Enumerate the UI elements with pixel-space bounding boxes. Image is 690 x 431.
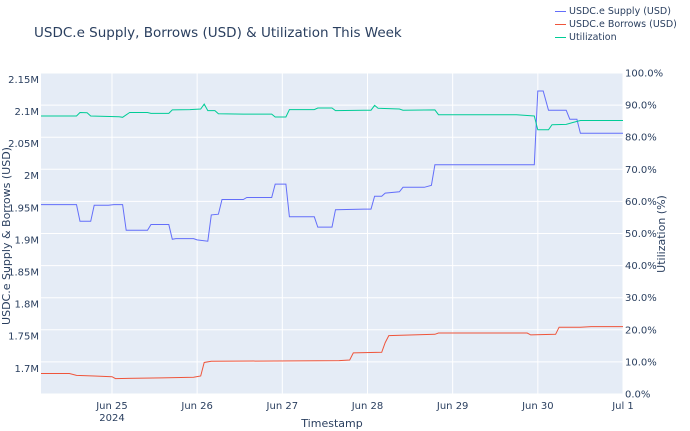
legend-swatch-supply <box>555 11 566 12</box>
y2-tick-label: 40.0% <box>625 261 657 272</box>
y-tick-label: 2.05M <box>8 139 39 150</box>
y-tick-label: 2.1M <box>14 107 39 118</box>
series-lines <box>41 90 623 380</box>
y2-axis-title: Utilization (%) <box>655 195 668 273</box>
x-axis-title: Timestamp <box>300 417 362 430</box>
legend-label-utilization: Utilization <box>569 32 617 43</box>
x-tick-label: Jun 26 <box>180 401 213 412</box>
legend: USDC.e Supply (USD) USDC.e Borrows (USD)… <box>555 5 677 44</box>
legend-item-borrows[interactable]: USDC.e Borrows (USD) <box>555 18 677 31</box>
y-tick-label: 1.85M <box>8 268 39 279</box>
y2-tick-label: 70.0% <box>625 165 657 176</box>
y-tick-label: 1.8M <box>14 300 39 311</box>
legend-label-borrows: USDC.e Borrows (USD) <box>569 19 677 30</box>
y2-tick-label: 0.0% <box>625 390 650 401</box>
y-tick-label: 1.9M <box>14 235 39 246</box>
legend-label-supply: USDC.e Supply (USD) <box>569 6 671 17</box>
x-tick-label: Jun 25 <box>95 401 128 412</box>
y-tick-label: 1.95M <box>8 203 39 214</box>
y-axis-left: 1.7M 1.75M 1.8M 1.85M 1.9M 1.95M 2M 2.05M 2.1M 2.… <box>8 75 39 375</box>
x-tick-label: Jun 28 <box>351 401 384 412</box>
y-tick-label: 1.7M <box>14 364 39 375</box>
y-tick-label: 2M <box>24 171 39 182</box>
legend-swatch-utilization <box>555 37 566 38</box>
chart-title: USDC.e Supply, Borrows (USD) & Utilizati… <box>34 25 402 41</box>
x-tick-label: Jun 30 <box>521 401 554 412</box>
gridlines <box>41 72 624 395</box>
y2-tick-label: 20.0% <box>625 325 657 336</box>
y2-tick-label: 50.0% <box>625 229 657 240</box>
y2-tick-label: 80.0% <box>625 133 657 144</box>
y2-tick-label: 30.0% <box>625 293 657 304</box>
series-line-supply <box>41 90 623 242</box>
x-tick-sublabel: 2024 <box>99 413 124 424</box>
y2-tick-label: 100.0% <box>625 69 663 80</box>
y-axis-title: USDC.e Supply & Borrows (USD) <box>0 147 13 325</box>
legend-item-utilization[interactable]: Utilization <box>555 31 677 44</box>
series-line-borrows <box>41 326 623 380</box>
x-tick-label: Jun 27 <box>266 401 299 412</box>
y2-tick-label: 90.0% <box>625 101 657 112</box>
legend-swatch-borrows <box>555 24 566 25</box>
x-tick-label: Jul 1 <box>611 401 634 412</box>
y-axis-right: 0.0% 10.0% 20.0% 30.0% 40.0% 50.0% 60.0% 70.0% 8… <box>625 69 663 401</box>
y2-tick-label: 10.0% <box>625 357 657 368</box>
y-tick-label: 1.75M <box>8 332 39 343</box>
x-tick-label: Jun 29 <box>436 401 469 412</box>
legend-item-supply[interactable]: USDC.e Supply (USD) <box>555 5 677 18</box>
series-line-utilization <box>41 103 623 131</box>
y2-tick-label: 60.0% <box>625 197 657 208</box>
y-tick-label: 2.15M <box>8 75 39 86</box>
